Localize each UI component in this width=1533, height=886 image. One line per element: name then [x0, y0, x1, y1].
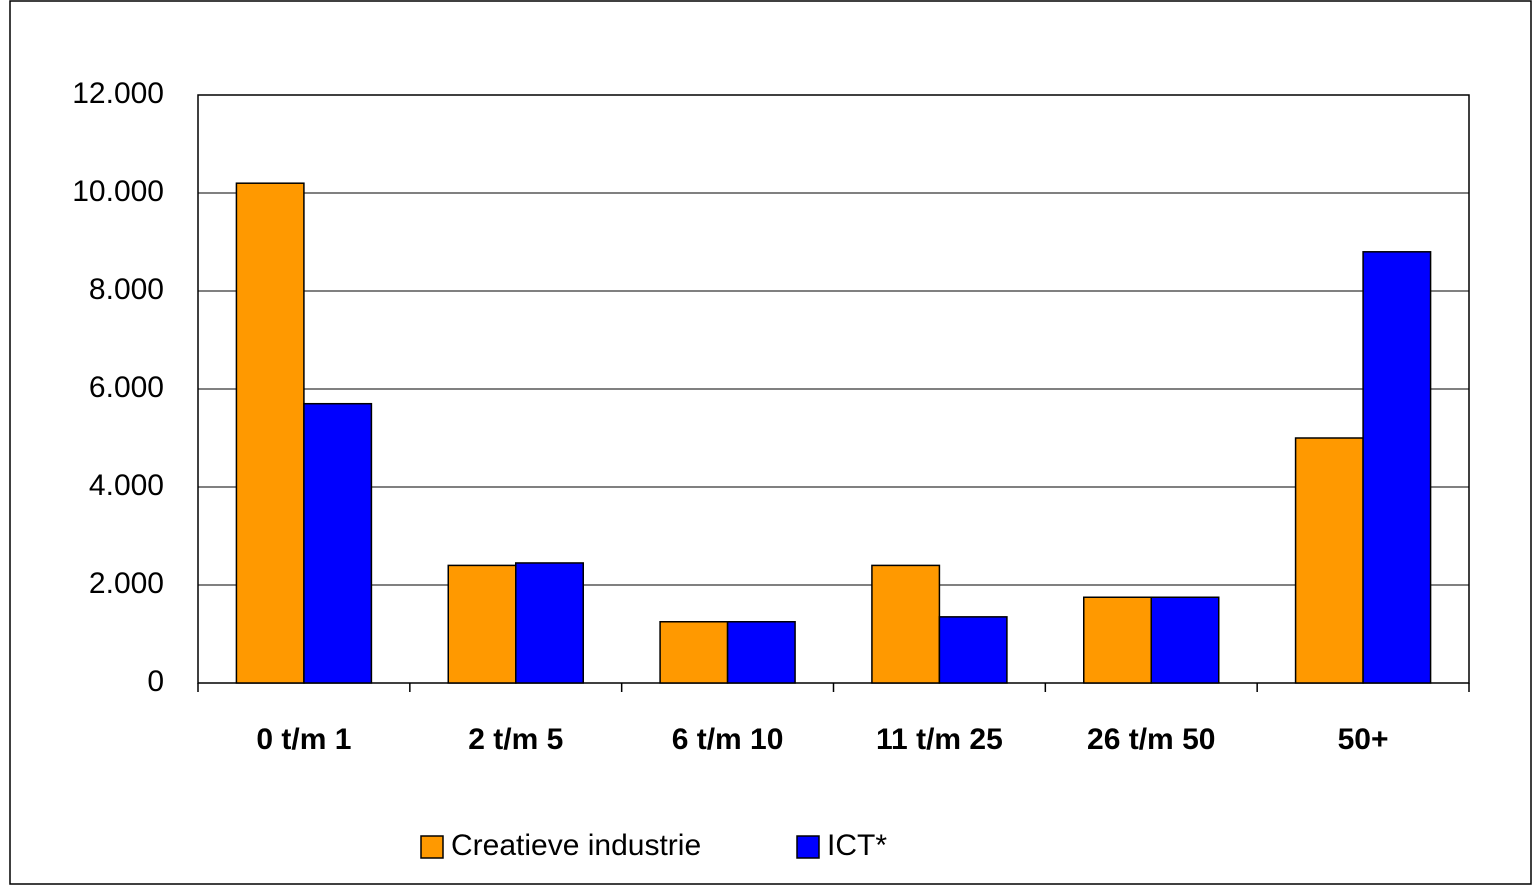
bar [1083, 596, 1152, 684]
legend-swatch [796, 835, 820, 859]
bar [726, 621, 796, 684]
x-tick-label: 0 t/m 1 [256, 723, 351, 756]
x-tick-label: 6 t/m 10 [672, 723, 784, 756]
x-tick-label: 2 t/m 5 [468, 723, 563, 756]
legend-label: ICT* [827, 829, 887, 862]
bar [659, 621, 729, 684]
y-tick-label: 10.000 [72, 175, 164, 208]
x-tick-label: 50+ [1338, 723, 1389, 756]
bar [1294, 437, 1364, 684]
y-tick-label: 12.000 [72, 77, 164, 110]
y-tick-label: 6.000 [89, 371, 164, 404]
bar [447, 564, 517, 684]
y-tick-label: 8.000 [89, 273, 164, 306]
bar [1150, 596, 1220, 684]
y-tick-label: 0 [147, 665, 164, 698]
y-tick-label: 2.000 [89, 567, 164, 600]
x-tick-label: 11 t/m 25 [876, 723, 1003, 756]
legend-swatch [420, 835, 444, 859]
y-tick-label: 4.000 [89, 469, 164, 502]
bar [938, 616, 1008, 684]
bar [515, 562, 584, 684]
bar [235, 182, 305, 684]
bar [871, 564, 941, 684]
legend-label: Creatieve industrie [451, 829, 701, 862]
bar [303, 402, 373, 684]
bar [1362, 251, 1432, 684]
x-tick-label: 26 t/m 50 [1087, 723, 1215, 756]
